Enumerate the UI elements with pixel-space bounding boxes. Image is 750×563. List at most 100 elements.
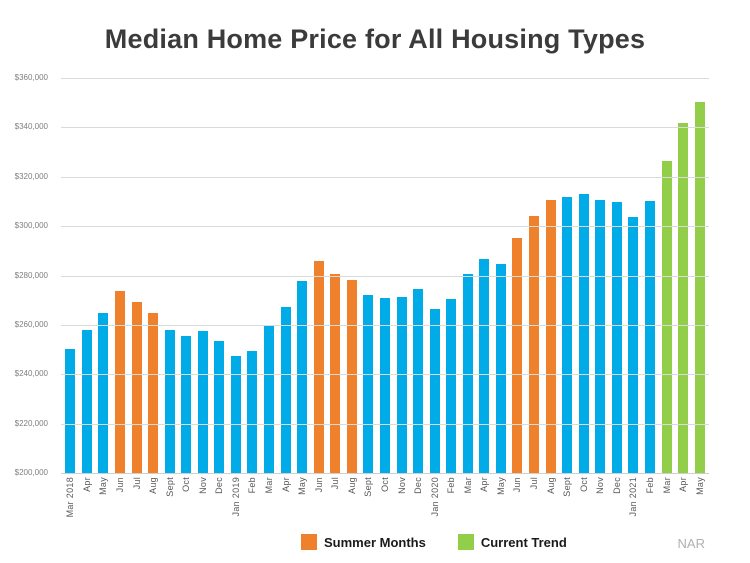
- bar-column: Feb: [443, 78, 460, 493]
- bar-column: Nov: [592, 78, 609, 494]
- x-axis-tick-label: May: [297, 477, 308, 495]
- x-axis-tick-label: Apr: [479, 477, 490, 492]
- y-axis-tick-label: $360,000: [14, 73, 48, 82]
- x-axis-tick-label: Jul: [131, 477, 142, 490]
- bar: [181, 336, 192, 473]
- legend-label: Summer Months: [324, 534, 426, 550]
- gridline: [61, 78, 709, 79]
- bar: [114, 290, 125, 473]
- x-axis-tick-label: Feb: [446, 477, 457, 494]
- bar-column: Mar 2018: [62, 78, 79, 517]
- y-axis: $360,000 $340,000 $320,000 $300,000 $280,000…: [0, 73, 48, 477]
- bar: [694, 101, 705, 473]
- bar: [247, 350, 258, 473]
- bar-column: Aug: [344, 78, 361, 494]
- x-axis-tick-label: Feb: [644, 477, 655, 494]
- x-axis-tick-label: Jul: [529, 477, 540, 490]
- bar-column: Mar: [460, 78, 477, 493]
- bar: [379, 298, 390, 473]
- bar: [479, 258, 490, 473]
- bar-chart-plot-area: Mar 2018 Apr May Jun Jul Aug Sept Oct Nov Dec Jan …: [61, 78, 709, 517]
- bar-column: Sept: [161, 78, 178, 497]
- y-axis-tick-label: $200,000: [14, 468, 48, 477]
- y-axis-tick-label: $280,000: [14, 270, 48, 280]
- bar: [297, 281, 308, 473]
- gridline: [61, 127, 709, 129]
- bar-column: May: [691, 78, 708, 495]
- x-axis-tick-label: Jul: [330, 477, 341, 490]
- bar: [330, 273, 341, 473]
- x-axis-tick-label: Jun: [313, 477, 324, 493]
- bar-column: Jun: [310, 78, 327, 492]
- gridline: [61, 226, 709, 228]
- bar-column: May: [493, 78, 510, 495]
- legend-item-summer-months: Summer Months: [301, 534, 426, 550]
- bar: [462, 274, 473, 473]
- bar: [98, 313, 109, 473]
- bar-column: May: [95, 78, 112, 495]
- x-axis-tick-label: Mar: [462, 477, 473, 494]
- x-axis-tick-label: May: [98, 477, 109, 495]
- bar-column: Mar: [261, 78, 278, 493]
- x-axis-tick-label: Jan 2021: [628, 477, 639, 517]
- bar-column: Dec: [211, 78, 228, 494]
- gridline: [61, 423, 709, 425]
- bar-column: Jan 2020: [426, 78, 443, 516]
- bar: [131, 301, 142, 473]
- x-axis-tick-label: Apr: [280, 477, 291, 492]
- bar-column: Oct: [575, 78, 592, 492]
- bar-column: Apr: [277, 78, 294, 492]
- bar: [197, 330, 208, 473]
- y-axis-tick-label: $240,000: [14, 369, 48, 379]
- x-axis-tick-label: Mar: [661, 477, 672, 494]
- bar: [164, 329, 175, 473]
- bar-column: Feb: [642, 78, 659, 493]
- x-axis-tick-label: Jun: [512, 477, 523, 493]
- bar: [644, 200, 655, 473]
- bar: [81, 330, 92, 473]
- bar: [628, 216, 639, 473]
- bar: [512, 237, 523, 473]
- bar: [264, 326, 275, 473]
- gridline: [61, 275, 709, 277]
- bar-column: Sept: [559, 78, 576, 497]
- x-axis-tick-label: Nov: [396, 477, 407, 494]
- y-axis-tick-label: $220,000: [14, 418, 48, 428]
- bar-column: Dec: [410, 78, 427, 494]
- chart-title: Median Home Price for All Housing Types: [104, 24, 646, 54]
- source-attribution: NAR: [677, 536, 705, 551]
- bar-column: Oct: [377, 78, 394, 492]
- bar-series: Mar 2018 Apr May Jun Jul Aug Sept Oct Nov Dec Jan …: [61, 78, 709, 517]
- bar: [495, 264, 506, 473]
- bar: [529, 216, 540, 473]
- bar-column: Feb: [244, 78, 261, 493]
- summer-months-swatch: [301, 534, 317, 550]
- x-axis-tick-label: Nov: [197, 477, 208, 494]
- bar: [661, 161, 672, 473]
- bar-column: Aug: [542, 78, 559, 494]
- bar: [230, 355, 241, 473]
- x-axis-tick-label: Sept: [363, 477, 374, 497]
- gridline: [61, 473, 709, 474]
- x-axis-tick-label: Jan 2019: [230, 477, 241, 517]
- x-axis-tick-label: Oct: [181, 477, 192, 492]
- bar: [678, 123, 689, 473]
- bar-column: Jul: [327, 78, 344, 489]
- bar-column: Nov: [195, 78, 212, 494]
- bar-column: Jul: [128, 78, 145, 489]
- bar-column: May: [294, 78, 311, 495]
- x-axis-tick-label: Feb: [247, 477, 258, 494]
- x-axis-tick-label: Oct: [379, 477, 390, 492]
- x-axis-tick-label: Dec: [413, 477, 424, 494]
- x-axis-tick-label: May: [694, 477, 705, 495]
- x-axis-tick-label: Aug: [346, 477, 357, 494]
- x-axis-tick-label: Dec: [611, 477, 622, 494]
- bar: [363, 295, 374, 473]
- bar-column: Aug: [145, 78, 162, 494]
- bar: [595, 199, 606, 473]
- x-axis-tick-label: Oct: [578, 477, 589, 492]
- bar: [313, 261, 324, 473]
- bar: [413, 289, 424, 473]
- bar: [446, 299, 457, 473]
